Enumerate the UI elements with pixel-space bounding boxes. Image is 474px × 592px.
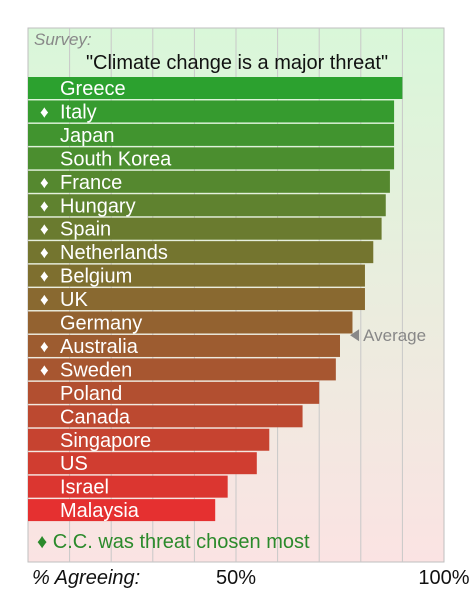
bar bbox=[28, 475, 228, 498]
x-tick-label: 100% bbox=[418, 567, 469, 589]
bar bbox=[28, 358, 336, 381]
x-tick-label: 50% bbox=[216, 567, 256, 589]
bar-label: Sweden bbox=[60, 359, 132, 381]
chart-title: "Climate change is a major threat" bbox=[86, 52, 388, 74]
average-arrow bbox=[350, 329, 360, 342]
bar bbox=[28, 428, 270, 451]
bar bbox=[28, 123, 395, 146]
bar-label: Malaysia bbox=[60, 500, 140, 522]
bar bbox=[28, 170, 390, 193]
bar-label: Poland bbox=[60, 383, 122, 405]
bar bbox=[28, 147, 395, 170]
bar-label: Singapore bbox=[60, 430, 151, 452]
bar bbox=[28, 217, 382, 240]
bar-label: Israel bbox=[60, 477, 109, 499]
bar bbox=[28, 381, 320, 404]
bar-marker: ♦ bbox=[40, 360, 49, 379]
bar bbox=[28, 405, 303, 428]
chart-subtitle: Survey: bbox=[34, 30, 92, 49]
bar bbox=[28, 334, 340, 357]
bar-label: Spain bbox=[60, 219, 111, 241]
bar-label: Japan bbox=[60, 125, 115, 147]
average-label: Average bbox=[363, 326, 426, 345]
bar bbox=[28, 452, 257, 475]
bar-marker: ♦ bbox=[40, 337, 49, 356]
bar-label: Italy bbox=[60, 101, 97, 123]
bar-label: Germany bbox=[60, 313, 142, 335]
bar-label: Australia bbox=[60, 336, 139, 358]
legend-text: ♦ C.C. was threat chosen most bbox=[37, 531, 310, 553]
bar-marker: ♦ bbox=[40, 243, 49, 262]
bar-label: France bbox=[60, 172, 122, 194]
bar-label: Hungary bbox=[60, 195, 136, 217]
bar-label: UK bbox=[60, 289, 88, 311]
bar bbox=[28, 100, 395, 123]
x-axis-label: % Agreeing: bbox=[32, 567, 140, 589]
bar bbox=[28, 499, 216, 522]
bar-marker: ♦ bbox=[40, 267, 49, 286]
bar-marker: ♦ bbox=[40, 196, 49, 215]
bar bbox=[28, 288, 365, 311]
bar-marker: ♦ bbox=[40, 220, 49, 239]
bar-label: Canada bbox=[60, 406, 131, 428]
average-marker: Average bbox=[350, 326, 426, 345]
bar-marker: ♦ bbox=[40, 102, 49, 121]
x-ticks: 50% 100% bbox=[216, 567, 470, 589]
bar-label: Belgium bbox=[60, 266, 132, 288]
bar bbox=[28, 311, 353, 334]
bar-marker: ♦ bbox=[40, 173, 49, 192]
bar bbox=[28, 194, 386, 217]
bar bbox=[28, 77, 403, 99]
bar-label: US bbox=[60, 453, 88, 475]
bar bbox=[28, 264, 365, 287]
bar bbox=[28, 241, 374, 264]
bar-label: South Korea bbox=[60, 148, 172, 170]
bar-label: Greece bbox=[60, 78, 126, 100]
bar-marker: ♦ bbox=[40, 290, 49, 309]
bar-label: Netherlands bbox=[60, 242, 168, 264]
